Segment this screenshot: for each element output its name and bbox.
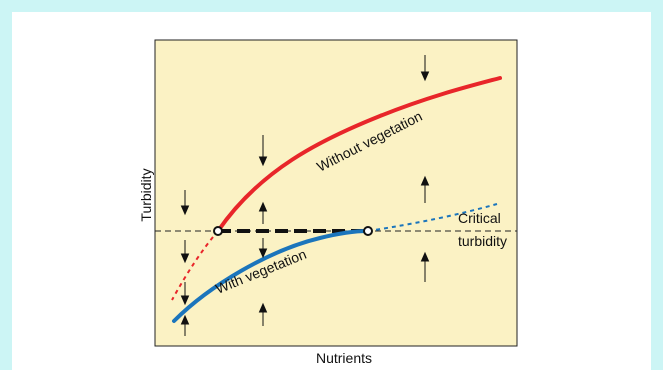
without-vegetation-curve xyxy=(216,76,502,233)
arrow-up-icon xyxy=(258,201,268,224)
arrow-up-icon xyxy=(420,251,430,282)
arrow-up-icon xyxy=(180,314,190,336)
critical-label-line2: turbidity xyxy=(458,233,507,249)
without-vegetation-unstable-branch xyxy=(171,230,219,301)
arrow-up-icon xyxy=(258,302,268,326)
figure-frame: Without vegetation With vegetation Criti… xyxy=(12,12,651,370)
plot-area xyxy=(154,39,518,347)
with-vegetation-curve xyxy=(172,229,370,323)
y-axis-label: Turbidity xyxy=(138,168,154,221)
arrow-down-icon xyxy=(258,135,268,167)
critical-label-line1: Critical xyxy=(458,210,501,226)
arrow-down-icon xyxy=(180,282,190,306)
arrow-down-icon xyxy=(420,55,430,82)
direction-arrows xyxy=(180,55,430,336)
turbidity-nutrients-diagram: Without vegetation With vegetation Criti… xyxy=(138,39,518,366)
x-axis-label: Nutrients xyxy=(316,350,372,366)
arrow-down-icon xyxy=(180,190,190,216)
arrow-down-icon xyxy=(258,238,268,259)
arrow-down-icon xyxy=(180,240,190,264)
bifurcation-point-right xyxy=(363,226,373,236)
bifurcation-point-left xyxy=(213,226,223,236)
arrow-up-icon xyxy=(420,175,430,203)
